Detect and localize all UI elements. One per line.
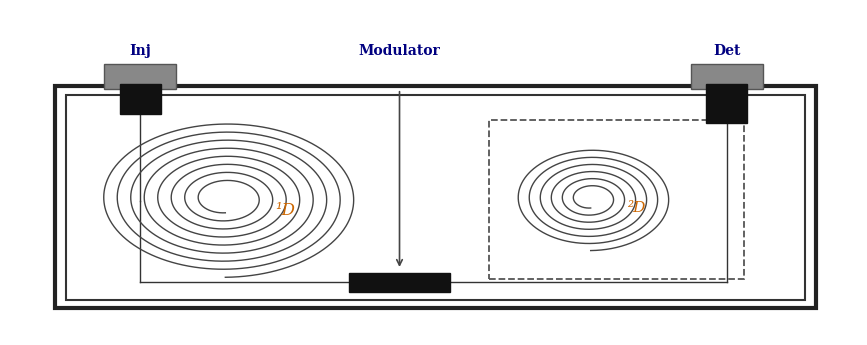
Bar — [489, 120, 744, 279]
Text: Inj: Inj — [129, 44, 151, 58]
Text: Modulator: Modulator — [359, 44, 440, 58]
Bar — [707, 85, 747, 123]
Text: ¹D: ¹D — [275, 202, 295, 219]
Text: ²D: ²D — [629, 200, 647, 215]
Text: Det: Det — [713, 44, 740, 58]
Bar — [67, 95, 805, 299]
Bar — [104, 63, 177, 89]
Bar — [55, 86, 816, 308]
Bar — [120, 85, 160, 114]
Bar — [690, 63, 763, 89]
Bar — [349, 273, 451, 292]
